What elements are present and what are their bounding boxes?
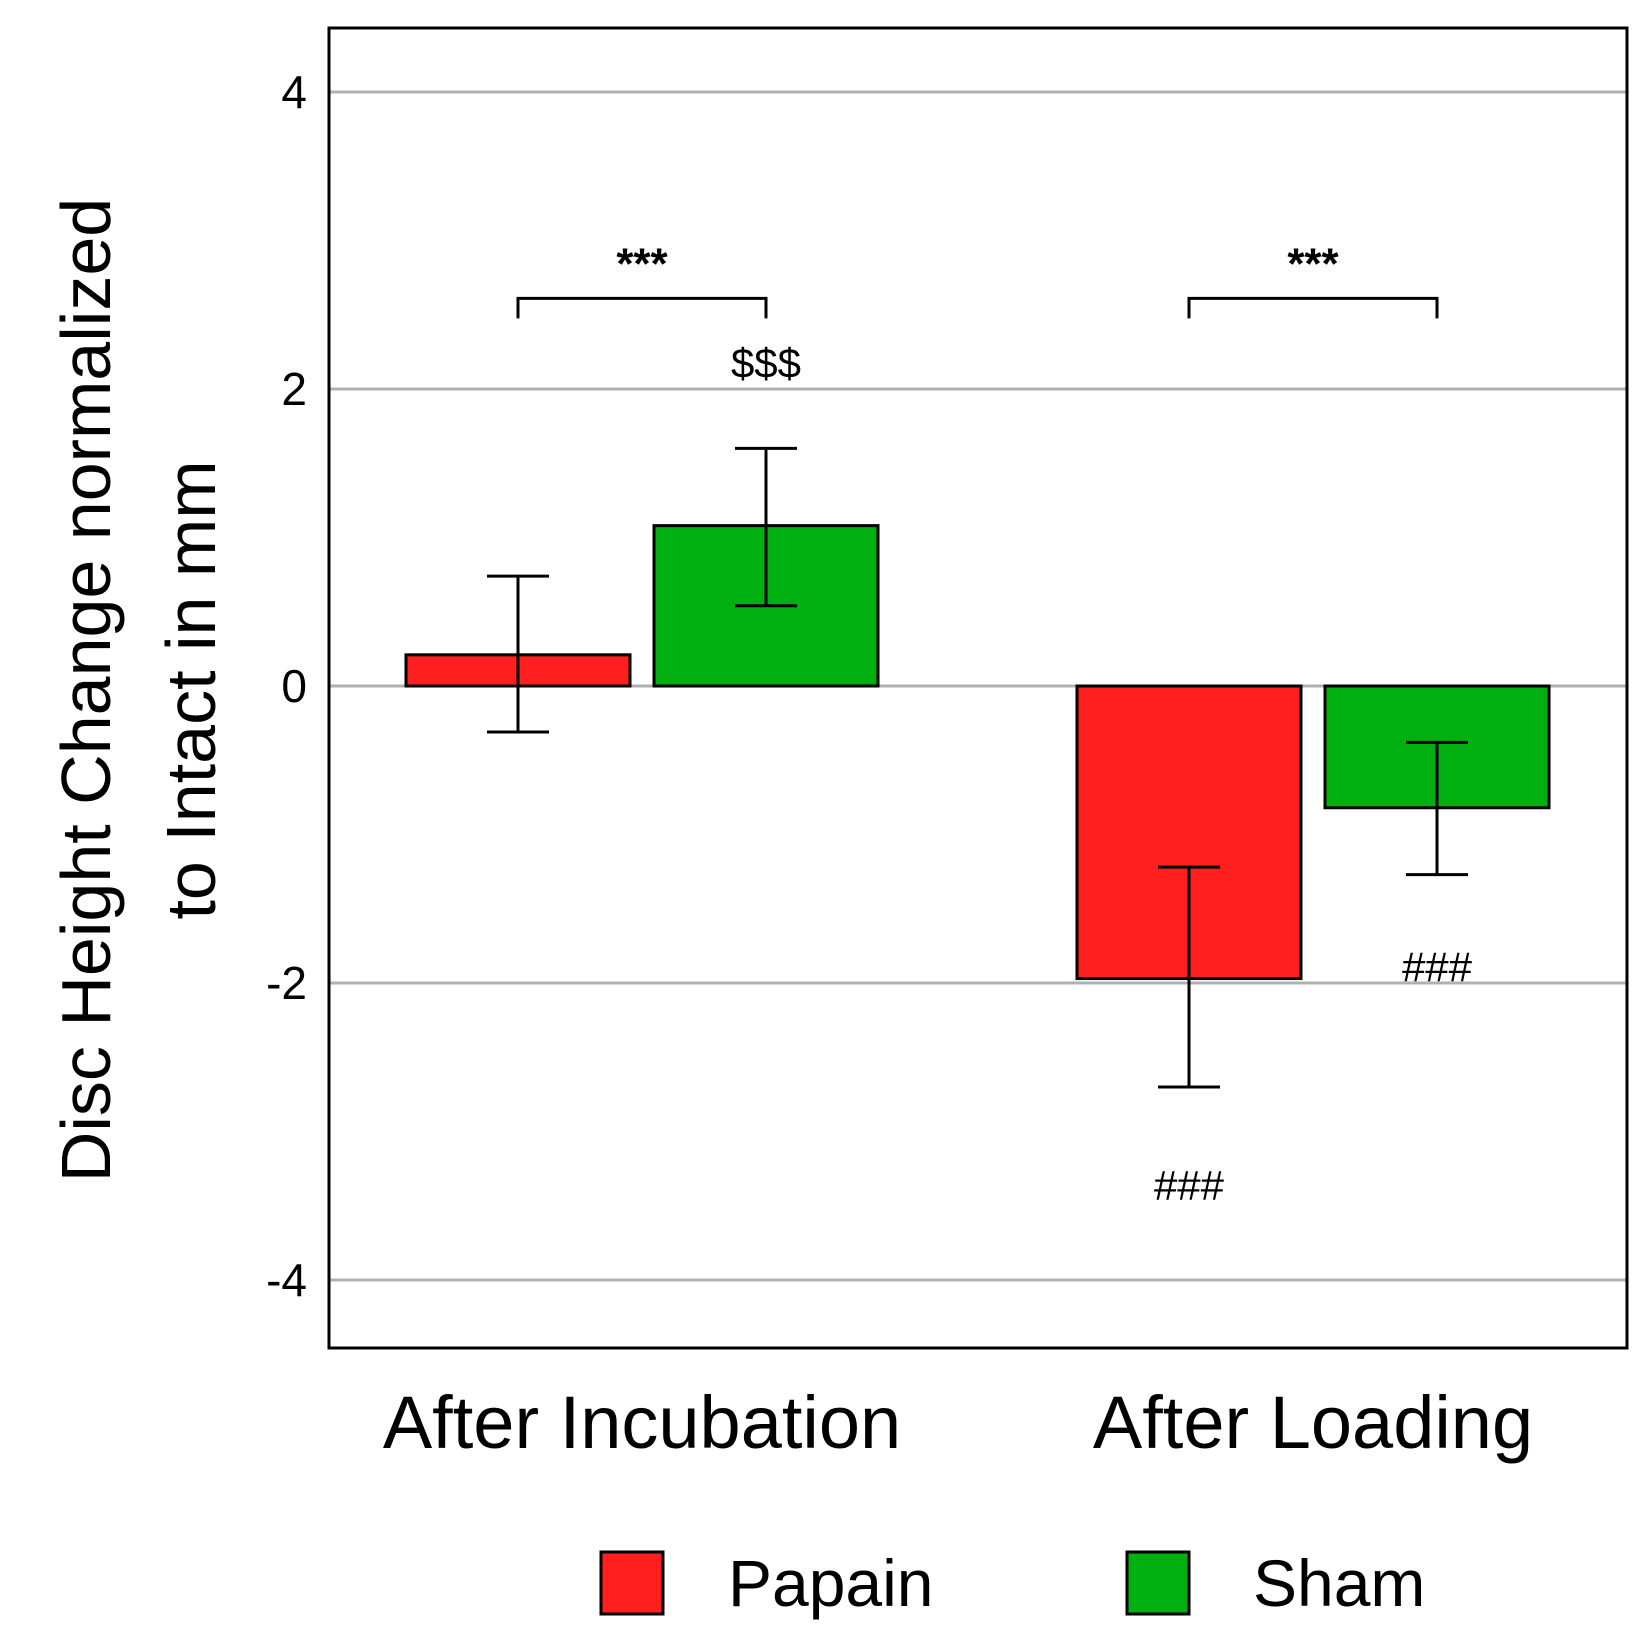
significance-label-0: *** xyxy=(616,239,668,288)
y-tick-label-3: -2 xyxy=(266,957,307,1009)
legend-label-sham: Sham xyxy=(1253,1546,1425,1620)
y-axis-title: Disc Height Change normalized to Intact … xyxy=(47,198,230,1182)
y-tick-label-1: 2 xyxy=(281,363,307,415)
y-tick-label-0: 4 xyxy=(281,66,307,118)
plot-frame xyxy=(327,26,1629,1350)
x-category-label-1: After Loading xyxy=(1093,1381,1533,1464)
y-axis-title-line-2: to Intact in mm xyxy=(152,460,230,919)
bars xyxy=(404,524,1551,981)
significance-bracket-0 xyxy=(516,296,768,319)
y-tick-label-4: -4 xyxy=(266,1254,307,1306)
annotation-label-2: ### xyxy=(1402,944,1473,991)
legend-swatch-sham xyxy=(1125,1550,1191,1616)
y-axis-title-line-1: Disc Height Change normalized xyxy=(47,198,125,1182)
error-bars xyxy=(487,446,1468,1089)
significance-label-1: *** xyxy=(1287,239,1339,288)
significance-bracket-1 xyxy=(1187,296,1439,319)
y-axis-ticks: 4 2 0 -2 -4 xyxy=(266,66,307,1306)
x-category-label-0: After Incubation xyxy=(383,1381,901,1464)
legend-label-papain: Papain xyxy=(728,1546,934,1620)
x-axis-categories: After Incubation After Loading xyxy=(383,1381,1533,1464)
legend: Papain Sham xyxy=(599,1546,1425,1620)
y-tick-label-2: 0 xyxy=(281,660,307,712)
annotation-label-0: $$$ xyxy=(731,339,801,386)
legend-swatch-papain xyxy=(599,1550,665,1616)
annotation-label-1: ### xyxy=(1154,1162,1225,1209)
annotations: *** *** $$$ ### ### xyxy=(516,239,1473,1209)
